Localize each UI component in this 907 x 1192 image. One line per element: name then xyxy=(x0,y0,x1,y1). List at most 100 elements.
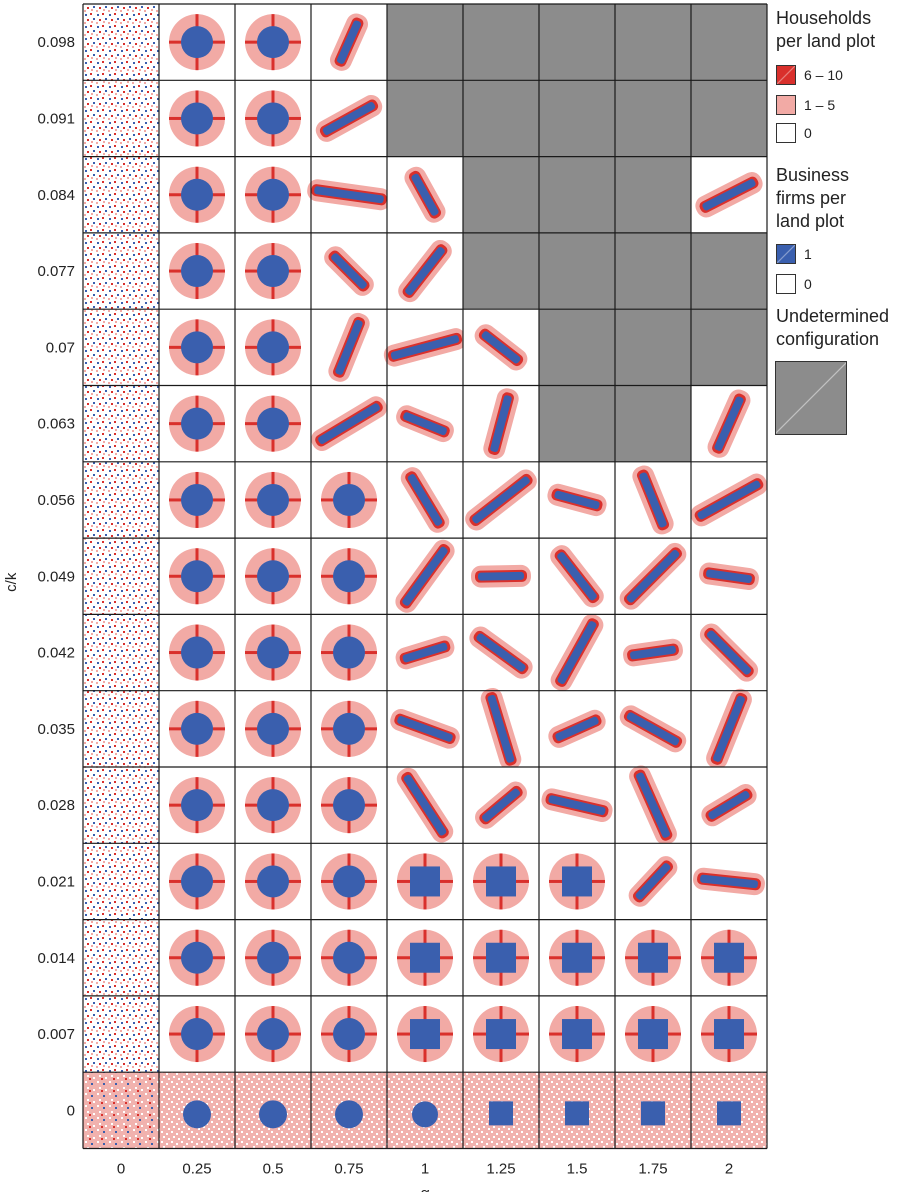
heatmap-cell xyxy=(615,156,691,233)
firm-cluster xyxy=(181,483,213,516)
scattered-cell-fill xyxy=(83,538,159,615)
heatmap-cell xyxy=(463,687,539,770)
firm-cluster xyxy=(481,331,521,364)
elongated-cluster xyxy=(699,623,759,682)
undetermined-cell-fill xyxy=(387,80,463,157)
scattered-cell-fill xyxy=(83,309,159,386)
scattered-cell-fill xyxy=(83,1072,159,1149)
elongated-cluster xyxy=(550,614,604,692)
firm-cluster xyxy=(181,331,213,364)
y-tick-label: 0.07 xyxy=(46,339,75,356)
heatmap-cell xyxy=(159,156,235,233)
undetermined-cell-fill xyxy=(615,309,691,386)
undetermined-cell-fill xyxy=(539,4,615,81)
firm-cluster xyxy=(639,472,667,528)
heatmap-cell xyxy=(463,385,539,462)
scattered-cell-fill xyxy=(83,156,159,233)
firm-cluster xyxy=(714,1019,744,1050)
elongated-cluster xyxy=(324,246,374,296)
firm-cluster xyxy=(638,942,668,973)
heatmap-cell xyxy=(159,995,235,1073)
scattered-cell-fill xyxy=(83,690,159,767)
elongated-cluster xyxy=(396,767,454,843)
firm-cluster xyxy=(714,942,744,973)
undetermined-cell-fill xyxy=(615,232,691,310)
y-tick-label: 0.063 xyxy=(37,416,75,433)
heatmap-cell xyxy=(235,614,311,691)
firm-cluster xyxy=(557,552,597,601)
heatmap-cell xyxy=(83,385,159,462)
heatmap-cell xyxy=(159,690,235,767)
firm-cluster xyxy=(405,246,445,296)
scattered-cell-fill xyxy=(83,614,159,691)
heatmap-cell xyxy=(311,1072,387,1149)
heatmap-cell xyxy=(307,156,391,233)
undetermined-cell-fill xyxy=(615,4,691,81)
undetermined-cell-fill xyxy=(539,385,615,462)
scattered-cell-fill xyxy=(83,767,159,844)
y-tick-label: 0.091 xyxy=(37,110,75,127)
elongated-cluster xyxy=(328,312,370,382)
firm-cluster xyxy=(257,865,289,898)
undetermined-cell-fill xyxy=(615,385,691,462)
heatmap-cell xyxy=(159,1072,235,1149)
heatmap-cell xyxy=(311,919,387,996)
heatmap-cell xyxy=(311,4,387,81)
firm-cluster xyxy=(557,621,597,685)
elongated-cluster xyxy=(396,405,454,443)
firm-cluster xyxy=(713,695,745,762)
legend-swatch-undetermined xyxy=(775,361,847,435)
legend-label-firms-none: 0 xyxy=(804,276,812,292)
firm-cluster xyxy=(477,571,525,581)
heatmap-cell xyxy=(235,4,311,81)
firm-cluster xyxy=(555,716,599,741)
scattered-cell-fill xyxy=(83,919,159,996)
firm-cluster xyxy=(333,483,365,516)
undetermined-cell-fill xyxy=(691,4,767,81)
firm-cluster xyxy=(490,395,512,453)
heatmap-cell xyxy=(159,385,235,462)
firm-cluster xyxy=(411,173,439,216)
elongated-cluster xyxy=(311,396,387,451)
firm-cluster xyxy=(708,790,750,820)
elongated-cluster xyxy=(619,542,687,610)
elongated-cluster xyxy=(465,469,537,531)
heatmap-cell xyxy=(311,614,387,691)
heatmap-cell xyxy=(235,156,311,233)
firm-cluster xyxy=(333,865,365,898)
elongated-cluster xyxy=(547,483,607,517)
heatmap-cell xyxy=(691,614,767,691)
firm-cluster xyxy=(259,1100,287,1129)
firm-cluster xyxy=(181,1018,213,1051)
heatmap-cell xyxy=(387,156,463,233)
scattered-cell-fill xyxy=(83,232,159,310)
elongated-cluster xyxy=(619,705,687,753)
legend-households-title: Households per land plot xyxy=(776,8,876,51)
legend-swatch-households-low xyxy=(776,95,796,115)
firm-cluster xyxy=(565,1101,589,1126)
firm-cluster xyxy=(257,1018,289,1051)
legend-firms-title: Business firms per land plot xyxy=(776,165,850,231)
heatmap-cell xyxy=(615,995,691,1073)
heatmap-cell xyxy=(387,614,463,691)
heatmap-cell xyxy=(235,461,311,539)
heatmap-cell xyxy=(83,4,159,81)
elongated-cluster xyxy=(623,638,683,667)
undetermined-cell-fill xyxy=(691,80,767,157)
heatmap-cell xyxy=(691,995,767,1073)
heatmap-cell xyxy=(539,80,615,157)
legend-item-households-none: 0 xyxy=(776,121,812,145)
elongated-cluster xyxy=(701,783,757,827)
heatmap-cell xyxy=(539,614,615,692)
heatmap-cell xyxy=(691,385,767,462)
heatmap-cell xyxy=(159,538,235,615)
firm-cluster xyxy=(706,569,752,584)
y-tick-label: 0.077 xyxy=(37,263,75,280)
elongated-cluster xyxy=(690,473,768,527)
x-tick-label: 1.5 xyxy=(567,1161,588,1178)
firm-cluster xyxy=(181,789,213,822)
heatmap-cell xyxy=(539,309,615,386)
heatmap-cell xyxy=(235,309,311,386)
firm-cluster xyxy=(402,546,448,606)
